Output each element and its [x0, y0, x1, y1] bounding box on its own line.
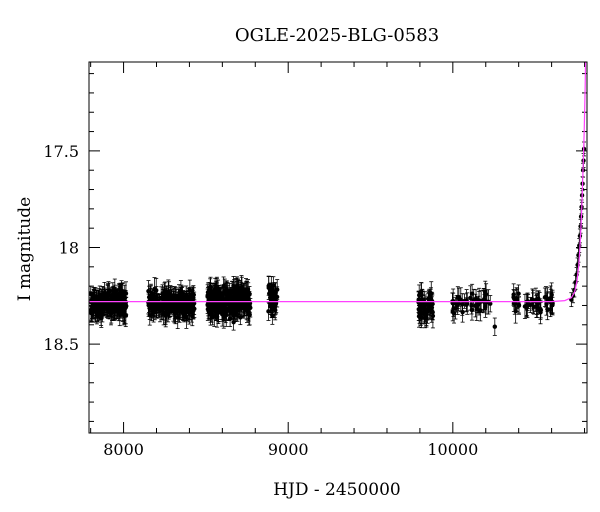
data-point: [182, 292, 187, 318]
data-point: [478, 299, 483, 322]
data-point: [215, 297, 221, 314]
data-point: [95, 296, 100, 313]
x-axis-label: HJD - 2450000: [273, 480, 401, 500]
data-point: [492, 317, 498, 336]
y-tick-label: 18: [59, 239, 79, 258]
chart-title: OGLE-2025-BLG-0583: [235, 25, 439, 46]
data-point: [163, 291, 168, 317]
data-point: [464, 297, 469, 313]
y-tick-label: 17.5: [43, 142, 79, 161]
y-axis-label: I magnitude: [15, 197, 35, 301]
x-tick-label: 9000: [268, 440, 309, 459]
data-points: [88, 141, 587, 336]
data-point: [122, 290, 128, 306]
x-tick-label: 10000: [427, 440, 478, 459]
data-point: [488, 295, 493, 313]
data-point: [455, 286, 461, 309]
axis-ticks: [89, 62, 587, 433]
data-point: [208, 276, 213, 298]
data-point: [550, 296, 555, 314]
data-point: [274, 286, 280, 308]
data-point: [89, 291, 95, 307]
data-point: [476, 295, 481, 314]
data-point: [530, 288, 535, 311]
data-point: [474, 297, 479, 321]
data-point: [123, 306, 128, 325]
data-point: [534, 295, 539, 318]
data-point: [266, 276, 271, 296]
data-point: [239, 289, 245, 310]
data-point: [513, 298, 518, 324]
data-point: [224, 303, 229, 327]
data-point: [173, 299, 178, 325]
data-point: [206, 295, 211, 317]
data-point: [233, 301, 238, 322]
data-point: [468, 285, 473, 311]
data-point: [172, 286, 177, 308]
data-point: [469, 283, 475, 304]
data-point: [270, 297, 276, 315]
data-point: [152, 292, 157, 318]
data-point: [450, 302, 455, 322]
data-point: [177, 302, 182, 319]
data-point: [232, 279, 237, 301]
data-point: [147, 304, 152, 326]
data-point: [224, 280, 229, 306]
y-tick-label: 18.5: [43, 335, 79, 354]
data-point: [93, 294, 98, 319]
data-point: [429, 300, 434, 323]
data-point: [111, 287, 117, 308]
data-point: [185, 287, 191, 306]
data-point: [103, 289, 108, 307]
plot-frame: [88, 61, 588, 434]
data-point: [422, 297, 427, 313]
x-tick-label: 8000: [103, 440, 144, 459]
data-point: [235, 284, 240, 300]
axis-tick-labels: 8000 9000 10000 17.5 18 18.5: [43, 142, 478, 459]
data-point: [105, 284, 110, 305]
data-point: [179, 284, 184, 308]
model-curve: [89, 61, 587, 303]
data-point: [538, 298, 543, 320]
data-point: [417, 299, 422, 324]
